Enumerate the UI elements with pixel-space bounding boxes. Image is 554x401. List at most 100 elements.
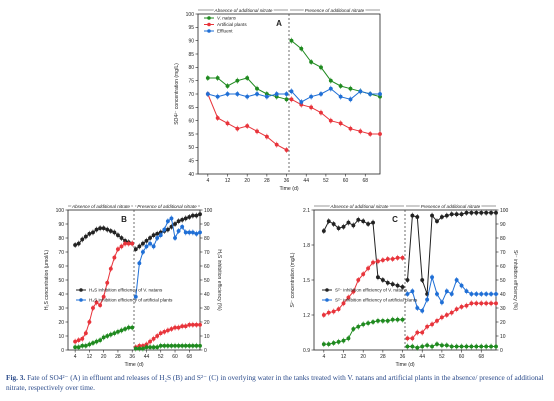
series-1-point [341,301,346,306]
panel-letter: C [392,215,398,224]
series-2-point [98,338,103,343]
y-tick-label: 55 [188,132,194,138]
series-0-point [284,97,289,102]
series-3-point [190,230,195,235]
y-tick-label: 10 [58,334,64,340]
x-tick-label: 12 [341,354,347,360]
series-0-point [469,210,474,215]
series-0-point [341,224,346,229]
series-1-point [183,324,188,329]
series-0-point [361,219,366,224]
series-3-point [494,292,499,297]
y-tick-label: 100 [56,208,65,214]
series-1-point [155,334,160,339]
series-3-point [197,230,202,235]
series-0-point [148,235,153,240]
x-tick-label: 60 [459,354,465,360]
y2-tick-label: 100 [204,208,213,214]
series-3-point [137,261,142,266]
y-tick-label: 0.9 [303,348,310,354]
series-0-point [194,213,199,218]
series-1-point [235,126,240,131]
x-axis-label: Time (d) [395,362,414,368]
series-1-point [358,129,363,134]
y-tick-label: 85 [188,52,194,58]
x-tick-label: 20 [101,354,107,360]
series-0-point [474,210,479,215]
series-3-point [176,228,181,233]
series-1-point [415,330,420,335]
series-2-point [439,343,444,348]
series-2-point [284,91,289,96]
y-tick-label: 65 [188,105,194,111]
series-2-point [494,344,499,349]
caption-label: Fig. 3. [6,373,26,382]
series-2-point [331,341,336,346]
series-2-point [245,94,250,99]
series-2-point [444,343,449,348]
series-0-point [112,230,117,235]
series-0-point [338,83,343,88]
y2-tick-label: 100 [500,208,509,214]
series-1-point [105,280,110,285]
y-tick-label: 40 [58,292,64,298]
series-1-point [430,322,435,327]
x-tick-label: 36 [400,354,406,360]
series-0-point [140,241,145,246]
series-1-point [434,318,439,323]
series-0-point [197,212,202,217]
series-0-point [98,226,103,231]
series-1-point [479,301,484,306]
x-tick-label: 4 [322,354,325,360]
series-3-point [144,244,149,249]
series-1-point [284,147,289,152]
series-0-point [444,213,449,218]
series-2-point [151,345,156,350]
series-2-point [144,345,149,350]
series-2-point [368,91,373,96]
series-1-point [119,244,124,249]
series-0-point [225,83,230,88]
series-1-point [494,301,499,306]
series-2-point [112,331,117,336]
y-axis-label: H₂S concentration (μmol/L) [44,250,50,310]
series-0-point [133,247,138,252]
x-tick-label: 44 [303,178,309,184]
y-tick-label: 50 [58,278,64,284]
series-0-point [321,228,326,233]
y2-tick-label: 10 [204,334,210,340]
y2-tick-label: 30 [204,306,210,312]
series-2-point [187,343,192,348]
caption-text: Fate of SO4²⁻ (A) in effluent and releas… [6,373,544,392]
series-2-point [484,344,489,349]
series-0-point [375,275,380,280]
series-1-point [410,336,415,341]
series-1-point [371,260,376,265]
y-tick-label: 80 [58,236,64,242]
series-0-point [173,221,178,226]
x-tick-label: 4 [206,178,209,184]
phase-label-absence: Absence of additional nitrate [71,204,130,209]
series-0-point [464,210,469,215]
series-3-point [484,292,489,297]
series-0-point [80,237,85,242]
series-2-line [291,88,380,103]
series-1-point [351,289,356,294]
series-1-point [274,142,279,147]
figure-caption: Fig. 3. Fate of SO4²⁻ (A) in effluent an… [6,373,550,393]
legend-swatch-marker [207,16,211,20]
series-2-point [165,343,170,348]
phase-label-presence: Presence of additional nitrate [421,204,481,209]
legend-label: H₂S inhibition efficiency of artificial … [89,298,173,303]
series-0-point [176,219,181,224]
series-2-point [378,91,383,96]
series-1-point [176,325,181,330]
y2-tick-label: 60 [204,264,210,270]
series-0-point [430,213,435,218]
series-2-point [358,89,363,94]
series-0-point [309,60,314,65]
series-2-point [274,91,279,96]
series-1-point [194,322,199,327]
series-3-point [454,278,459,283]
x-tick-label: 28 [115,354,121,360]
